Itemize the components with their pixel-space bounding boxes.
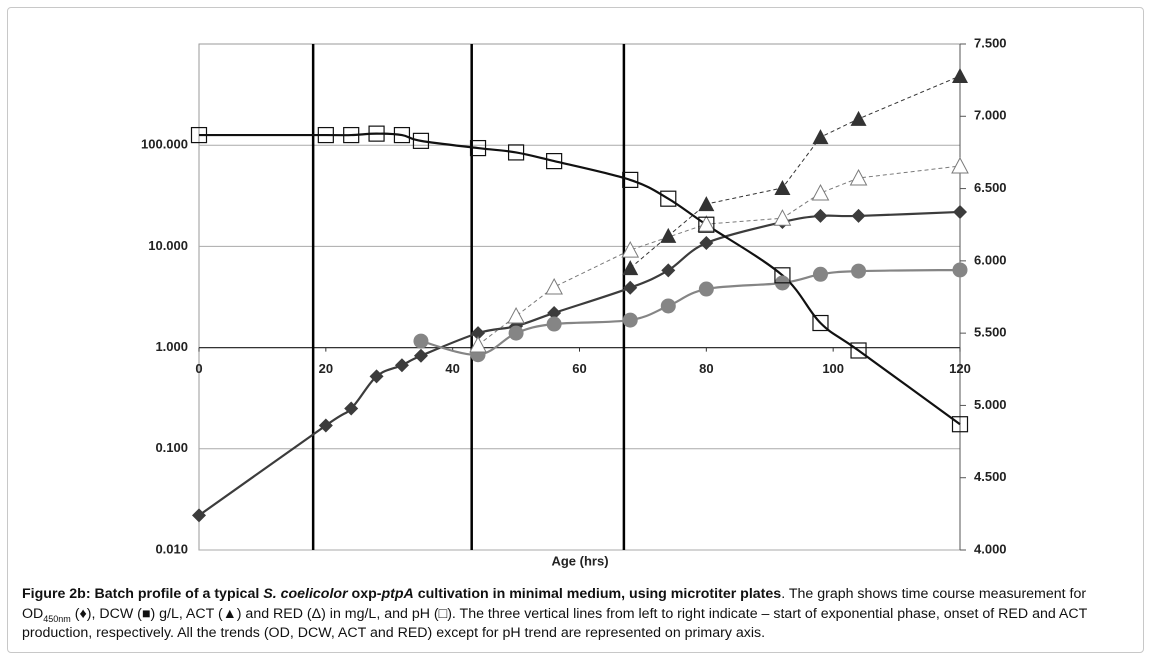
open-square-marker <box>412 132 430 149</box>
x-tick-label: 120 <box>949 361 971 376</box>
series-line <box>420 268 961 356</box>
open-triangle-marker <box>621 241 640 258</box>
diamond-marker <box>192 508 206 523</box>
y-tick-label: 0.010 <box>155 541 188 556</box>
triangle-marker <box>698 196 715 212</box>
circle-marker <box>660 298 676 314</box>
diamond-marker <box>813 208 828 223</box>
caption-text: (♦), DCW (■) g/L, ACT (▲) and RED (Δ) in… <box>22 605 1088 642</box>
caption-text: Figure 2b: Batch profile of a typical <box>22 586 264 602</box>
caption-text: . The graph shows time course measuremen… <box>22 586 1087 622</box>
open-square-marker <box>317 126 334 144</box>
open-triangle-marker <box>545 277 563 295</box>
open-square-marker <box>469 139 487 157</box>
diamond-marker <box>623 280 638 295</box>
open-square-marker <box>698 216 715 233</box>
caption-text: ptpA <box>381 586 414 602</box>
x-axis-label: Age (hrs) <box>551 553 608 568</box>
open-square-marker <box>951 416 969 433</box>
x-tick-label: 60 <box>572 361 586 376</box>
open-square-marker <box>190 126 208 144</box>
caption-text: cultivation in minimal medium, using mic… <box>413 586 782 602</box>
circle-marker <box>812 266 828 282</box>
series-line <box>629 75 961 269</box>
open-triangle-marker <box>507 306 525 324</box>
x-tick-label: 80 <box>699 361 713 376</box>
y-tick-label: 1.000 <box>155 339 188 354</box>
y-tick-label: 100.000 <box>141 137 188 152</box>
y2-tick-label: 7.500 <box>974 35 1007 50</box>
open-triangle-marker <box>811 183 830 201</box>
open-triangle-marker <box>697 215 716 232</box>
open-square-marker <box>660 190 677 207</box>
open-square-marker <box>812 314 829 332</box>
x-tick-label: 40 <box>445 361 459 376</box>
diamond-marker <box>318 418 333 433</box>
y2-tick-label: 5.500 <box>974 325 1007 340</box>
triangle-marker <box>812 129 829 145</box>
circle-marker <box>952 262 968 278</box>
diamond-marker <box>699 236 714 251</box>
open-triangle-marker <box>469 335 487 353</box>
open-triangle-marker <box>951 156 969 174</box>
y-tick-label: 0.100 <box>155 440 188 455</box>
x-tick-label: 100 <box>822 361 844 376</box>
caption-text: S. coelicolor <box>263 586 348 602</box>
y2-tick-label: 6.000 <box>974 252 1007 267</box>
circle-marker <box>698 281 714 297</box>
circle-marker <box>622 312 638 328</box>
triangle-marker <box>850 110 867 126</box>
circle-marker <box>508 325 524 341</box>
x-tick-label: 0 <box>195 361 202 376</box>
open-square-marker <box>368 125 385 142</box>
diamond-marker <box>369 369 384 384</box>
triangle-marker <box>622 260 639 276</box>
open-square-marker <box>343 126 360 144</box>
diamond-marker <box>851 208 866 223</box>
y2-tick-label: 4.000 <box>974 541 1007 556</box>
diamond-marker <box>344 401 359 416</box>
open-square-marker <box>774 267 791 284</box>
circle-marker <box>851 263 867 279</box>
series-line <box>199 132 961 426</box>
triangle-marker <box>774 179 791 195</box>
diamond-marker <box>547 305 562 320</box>
diamond-marker <box>394 358 409 373</box>
open-triangle-marker <box>773 209 792 226</box>
diamond-marker <box>661 263 676 278</box>
open-triangle-marker <box>849 168 868 186</box>
chart: Age (hrs) 0.010 0.100 1.000 10.000 100.000 4.… <box>141 35 1007 568</box>
open-square-marker <box>622 171 639 188</box>
open-square-marker <box>393 126 411 144</box>
open-square-marker <box>507 144 525 161</box>
y-tick-label: 10.000 <box>148 238 188 253</box>
y2-tick-label: 5.000 <box>974 397 1007 412</box>
diamond-marker <box>471 326 486 341</box>
y2-tick-label: 7.000 <box>974 108 1007 123</box>
triangle-marker <box>660 227 677 243</box>
open-square-marker <box>546 153 563 170</box>
figure-frame <box>7 7 1144 653</box>
caption: Figure 2b: Batch profile of a typical S.… <box>22 585 1137 644</box>
circle-marker <box>413 333 429 349</box>
caption-text: 450nm <box>43 613 71 624</box>
open-square-marker <box>850 342 867 359</box>
y2-tick-label: 4.500 <box>974 469 1007 484</box>
diamond-marker <box>953 204 967 219</box>
caption-text: oxp- <box>347 586 382 602</box>
diamond-marker <box>413 348 428 363</box>
circle-marker <box>546 316 562 332</box>
x-tick-label: 20 <box>319 361 333 376</box>
y2-tick-label: 6.500 <box>974 180 1007 195</box>
triangle-marker <box>952 67 968 83</box>
